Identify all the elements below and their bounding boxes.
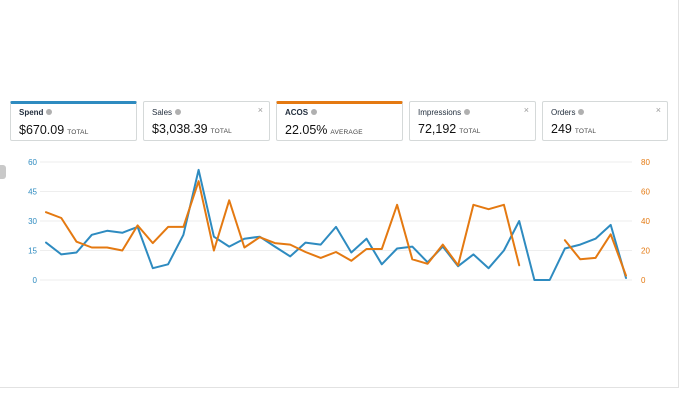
metric-card-spend[interactable]: Spend $670.09 TOTAL [10,101,137,141]
metric-card-value: $670.09 TOTAL [19,123,89,137]
metric-card-title-text: ACOS [285,108,309,117]
info-icon[interactable] [175,108,182,115]
info-icon[interactable] [311,108,318,115]
metric-card-title: Sales [152,108,182,117]
right-axis-tick-label: 20 [641,247,650,256]
metric-card-title-text: Sales [152,108,173,117]
left-axis-tick-label: 30 [28,217,37,226]
metric-subtitle: TOTAL [459,128,481,135]
metric-card-sales[interactable]: Sales × $3,038.39 TOTAL [143,101,270,141]
metric-card-title-text: Impressions [418,108,462,117]
series-line-2 [45,180,627,277]
metric-subtitle: TOTAL [574,128,597,135]
metric-value-text: 249 [551,122,572,136]
page-frame [0,0,679,388]
metric-subtitle: AVERAGE [330,129,363,136]
metric-cards: Spend $670.09 TOTAL Sales × $3,038.39 TOTA… [10,101,668,143]
metric-subtitle: TOTAL [210,128,232,135]
close-icon[interactable]: × [257,105,263,115]
metric-card-value: 22.05% AVERAGE [285,123,363,137]
chart-svg: 0 0 15 20 30 40 45 60 60 80 [28,158,650,285]
metric-card-value: 249 TOTAL [551,122,596,136]
metric-card-title-text: Spend [19,108,44,117]
series-line-1 [45,168,627,281]
info-icon[interactable] [578,108,585,115]
right-axis-tick-label: 60 [641,188,650,197]
performance-chart: 0 0 15 20 30 40 45 60 60 80 [0,150,680,290]
metric-value-text: $3,038.39 [152,122,208,136]
metric-card-title-text: Orders [551,108,576,117]
info-icon[interactable] [46,108,53,115]
metric-card-title: Orders [551,108,585,117]
metric-card-title: Spend [19,108,53,117]
left-axis-tick-label: 15 [28,247,37,256]
right-axis-tick-label: 80 [641,158,650,167]
close-icon[interactable]: × [523,105,529,115]
left-axis-tick-label: 60 [28,158,37,167]
metric-card-value: $3,038.39 TOTAL [152,122,232,136]
right-axis-tick-label: 40 [641,217,650,226]
metric-card-impressions[interactable]: Impressions × 72,192 TOTAL [409,101,536,141]
right-axis-tick-label: 0 [641,276,646,285]
info-icon[interactable] [464,108,471,115]
metric-card-value: 72,192 TOTAL [418,122,481,136]
metric-card-acos[interactable]: ACOS 22.05% AVERAGE [276,101,403,141]
metric-card-orders[interactable]: Orders × 249 TOTAL [542,101,668,141]
collapse-handle-icon[interactable] [0,165,6,179]
close-icon[interactable]: × [655,105,661,115]
left-axis-tick-label: 45 [28,188,37,197]
metric-card-title: ACOS [285,108,318,117]
metric-value-text: $670.09 [19,123,65,137]
metric-subtitle: TOTAL [67,129,89,136]
metric-value-text: 72,192 [418,122,457,136]
left-axis-tick-label: 0 [33,276,38,285]
metric-card-title: Impressions [418,108,471,117]
metric-value-text: 22.05% [285,123,328,137]
